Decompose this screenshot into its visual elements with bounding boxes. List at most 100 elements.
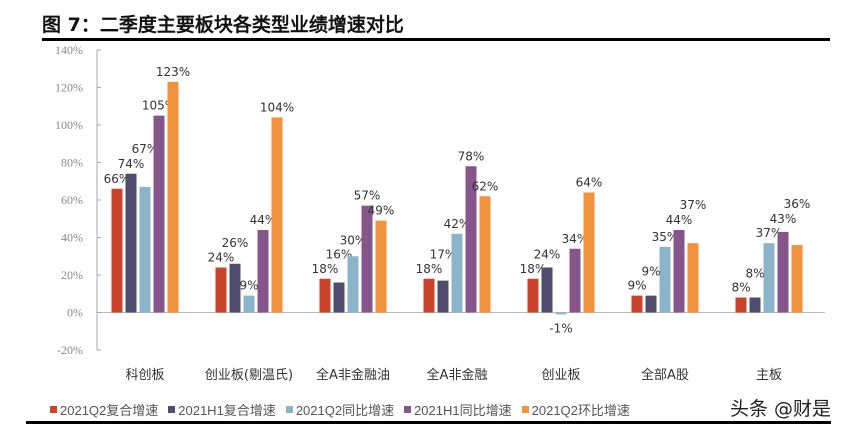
bar xyxy=(735,297,747,313)
category-label: 全A非金融 xyxy=(427,367,488,383)
legend-swatch xyxy=(50,406,57,413)
bar xyxy=(555,312,567,315)
category-label: 科创板 xyxy=(125,368,164,383)
bar xyxy=(361,205,373,313)
data-label: 16% xyxy=(326,248,353,262)
y-tick-label: 0% xyxy=(67,306,83,320)
y-tick-label: -20% xyxy=(57,343,83,357)
data-label: -1% xyxy=(549,321,572,335)
bar xyxy=(319,278,331,313)
bar xyxy=(687,243,699,313)
bar xyxy=(167,81,179,313)
data-label: 9% xyxy=(239,279,258,293)
y-tick-label: 60% xyxy=(61,193,83,207)
legend-item: 2021Q2同比增速 xyxy=(285,400,395,419)
data-label: 67% xyxy=(132,142,159,156)
data-label: 57% xyxy=(354,189,381,203)
category-label: 全部A股 xyxy=(641,367,689,383)
data-label: 74% xyxy=(118,157,145,171)
bar xyxy=(139,186,151,313)
bar xyxy=(153,115,165,313)
category-label: 创业板 xyxy=(541,368,580,383)
bar xyxy=(333,282,345,313)
legend-item: 2021H1同比增速 xyxy=(404,400,512,419)
legend-label: 2021Q2复合增速 xyxy=(60,403,159,418)
bar xyxy=(659,246,671,313)
bar xyxy=(777,231,789,313)
bar xyxy=(125,173,137,313)
bar xyxy=(645,295,657,313)
category-label: 创业板(剔温氏) xyxy=(205,368,293,383)
legend: 2021Q2复合增速 2021H1复合增速 2021Q2同比增速 2021H1同比增速… xyxy=(50,400,630,419)
data-label: 18% xyxy=(312,262,339,276)
figure-title: 图 7：二季度主要板块各类型业绩增速对比 xyxy=(42,14,404,36)
data-label: 104% xyxy=(260,101,294,115)
data-label: 49% xyxy=(368,204,395,218)
legend-swatch xyxy=(285,406,293,413)
bar xyxy=(347,256,359,313)
bar xyxy=(527,278,539,313)
bar xyxy=(257,230,269,313)
data-label: 18% xyxy=(520,262,547,276)
category-label: 全A非金融油 xyxy=(316,367,390,383)
bar xyxy=(451,233,463,313)
data-label: 78% xyxy=(458,149,485,163)
y-tick-label: 40% xyxy=(61,231,83,245)
data-label: 24% xyxy=(534,248,561,262)
data-label: 9% xyxy=(627,279,646,293)
data-label: 8% xyxy=(731,281,750,295)
bar xyxy=(749,297,761,313)
data-label: 64% xyxy=(576,176,603,190)
legend-label: 2021Q2环比增速 xyxy=(531,403,630,418)
watermark: 头条 @财是 xyxy=(730,398,832,420)
data-label: 42% xyxy=(444,217,471,231)
category-label: 主板 xyxy=(756,368,782,383)
data-label: 24% xyxy=(208,251,235,265)
bar xyxy=(243,295,255,313)
y-tick-label: 80% xyxy=(61,156,83,170)
data-label: 30% xyxy=(340,233,367,247)
legend-label: 2021Q2同比增速 xyxy=(295,403,395,418)
bar xyxy=(569,248,581,313)
bar xyxy=(541,267,553,313)
data-label: 44% xyxy=(250,213,277,227)
y-tick-label: 20% xyxy=(61,268,83,282)
legend-label: 2021H1复合增速 xyxy=(178,403,276,418)
data-label: 123% xyxy=(156,65,190,79)
bar xyxy=(763,243,775,313)
bar xyxy=(111,188,123,313)
legend-swatch xyxy=(404,406,412,413)
data-label: 44% xyxy=(666,213,693,227)
bar xyxy=(465,166,477,313)
data-label: 66% xyxy=(104,172,131,186)
bar xyxy=(583,192,595,313)
bar xyxy=(479,196,491,313)
bar xyxy=(791,245,803,313)
legend-swatch xyxy=(168,406,176,413)
data-label: 9% xyxy=(641,265,660,279)
bar xyxy=(437,280,449,313)
data-label: 37% xyxy=(680,198,707,212)
data-label: 34% xyxy=(562,232,589,246)
data-label: 26% xyxy=(222,236,249,250)
bottom-rule xyxy=(26,421,831,424)
bar xyxy=(375,220,387,313)
bar xyxy=(631,295,643,313)
legend-item: 2021Q2复合增速 xyxy=(50,400,158,419)
legend-item: 2021Q2环比增速 xyxy=(521,400,630,419)
data-label: 17% xyxy=(430,248,457,262)
legend-label: 2021H1同比增速 xyxy=(414,403,512,418)
bar xyxy=(215,267,227,313)
y-tick-label: 140% xyxy=(55,43,83,57)
data-label: 62% xyxy=(472,179,499,193)
data-label: 18% xyxy=(416,262,443,276)
data-label: 36% xyxy=(784,197,811,211)
y-tick-label: 120% xyxy=(55,81,83,95)
data-label: 35% xyxy=(652,230,679,244)
bar xyxy=(423,278,435,313)
bar xyxy=(229,263,241,313)
data-label: 43% xyxy=(770,212,797,226)
title-rule xyxy=(42,38,830,41)
data-label: 8% xyxy=(745,267,764,281)
